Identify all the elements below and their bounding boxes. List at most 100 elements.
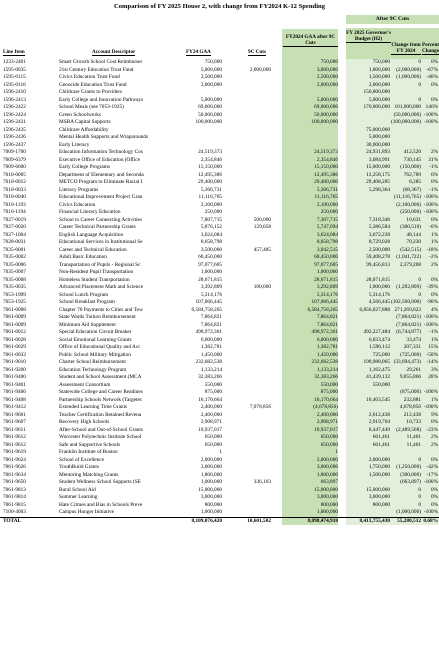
percent-cell: 2% xyxy=(430,441,438,448)
after-9c-cell: 550,000 xyxy=(282,381,338,389)
table-row: 7009-6379 Executive Office of Education (… xyxy=(0,156,439,164)
change-band xyxy=(346,456,439,464)
line-item-cell: 7010-0033 xyxy=(3,186,26,193)
table-row: 7061-0012 Special Education Circuit Break… xyxy=(0,329,439,337)
table-row: 7027-0019 School to Career Connecting Act… xyxy=(0,216,439,224)
governor-cell: 5,298,364 xyxy=(368,186,390,193)
cuts-cell: 129,058 xyxy=(253,224,271,230)
account-cell: Student Wellness School Supports (SE xyxy=(59,479,141,485)
table-row: 7061-9626 YouthBuild Grants 3,000,000 3,000… xyxy=(0,464,439,472)
line-item-cell: 1596-2424 xyxy=(3,111,26,118)
change-cell: (2,100,000) xyxy=(396,201,421,208)
change-cell: (1,041,722) xyxy=(396,254,421,260)
table-row: 7061-0008 Chapter 70 Payments to Cities a… xyxy=(0,306,439,314)
percent-cell: -17% xyxy=(426,471,438,478)
line-item-cell: 7100-4003 xyxy=(3,509,26,515)
line-item-cell: 7053-1909 xyxy=(3,291,26,298)
line-item-cell: 7061-9612 xyxy=(3,441,26,448)
account-cell: Rural School Aid xyxy=(59,486,96,493)
line-item-cell: 7061-0028 xyxy=(3,336,26,343)
after-9c-cell: 69,000,000 xyxy=(282,104,338,112)
percent-cell: 4% xyxy=(430,306,438,313)
governor-cell: 8,729,028 xyxy=(368,239,390,245)
table-row: 7010-0040 Educational Improvement Project… xyxy=(0,194,439,202)
after-9c-cell: 5,314,176 xyxy=(282,291,338,299)
change-cell: (1,000,000) xyxy=(396,509,421,515)
change-band xyxy=(346,156,439,164)
governor-cell: 1,000,000 xyxy=(368,284,390,290)
fy24gaa-cell: 10,937,017 xyxy=(198,426,222,433)
line-item-cell: 7061-0009 xyxy=(3,314,26,320)
after-9c-cell: 1,000,000 xyxy=(282,269,338,277)
change-band xyxy=(346,449,439,457)
account-cell: School Meals (see 7053-1925) xyxy=(59,104,124,110)
governor-cell: 13,258,175 xyxy=(366,171,390,178)
after-9c-cell: 16,170,664 xyxy=(282,396,338,404)
change-cell: 8,285 xyxy=(409,179,421,185)
account-cell: Student and School Assessment (MCA xyxy=(59,374,142,380)
change-cell: (1,292,809) xyxy=(396,284,421,290)
line-item-cell: 1596-2422 xyxy=(3,104,26,110)
change-band xyxy=(346,186,439,194)
cuts-cell: 500,000 xyxy=(253,216,271,223)
change-cell: 0 xyxy=(418,59,421,65)
change-band xyxy=(346,321,439,329)
change-cell: (102,500,000) xyxy=(391,299,421,305)
line-item-cell: 7035-0006 xyxy=(3,261,26,268)
account-cell: Genocide Education Trust Fund xyxy=(59,81,127,88)
change-band xyxy=(346,216,439,224)
governor-cell: 8,413,755,430 xyxy=(359,517,390,524)
line-item-cell: 1595-0115 xyxy=(3,74,26,80)
governor-cell: 492,227,484 xyxy=(363,329,390,335)
percent-cell: -100% xyxy=(423,509,438,515)
change-cell: 10,631 xyxy=(406,216,421,223)
fy24gaa-cell: 69,000,000 xyxy=(198,104,222,110)
fy24gaa-cell: 7,807,715 xyxy=(200,216,222,223)
percent-cell: -67% xyxy=(426,66,438,73)
after-9c-cell: 750,000 xyxy=(282,59,338,67)
fy24gaa-cell: 2,908,971 xyxy=(200,419,222,425)
change-band xyxy=(346,179,439,187)
table-row: 7061-9408 Partnership Schools Network (Ta… xyxy=(0,396,439,404)
change-band xyxy=(346,194,439,202)
line-item-cell: 7035-0001 xyxy=(3,246,26,253)
account-cell: Department of Elementary and Seconda xyxy=(59,171,144,178)
account-cell: Adult Basic Education xyxy=(59,254,107,260)
account-cell: English Language Acquisition xyxy=(59,231,124,238)
table-row: 7061-9406 Statewide College and Career Re… xyxy=(0,389,439,397)
governor-cell: 170,000,000 xyxy=(363,104,390,110)
change-band xyxy=(346,299,439,307)
after-9c-cell xyxy=(282,126,338,134)
table-row: 7061-9612 Safe and Supportive Schools 650,… xyxy=(0,441,439,449)
fy24gaa-cell: 60,450,000 xyxy=(198,254,222,260)
change-cell: 4,678,856 xyxy=(399,404,421,410)
percent-cell: -96% xyxy=(426,299,438,305)
percent-cell: 0% xyxy=(430,501,438,508)
fy24gaa-cell: 650,000 xyxy=(204,434,222,440)
change-band xyxy=(346,66,439,74)
change-cell: 55,280,512 xyxy=(397,517,421,524)
percent-cell: 0% xyxy=(430,276,438,283)
after-9c-cell: 232,682,538 xyxy=(282,359,338,367)
change-band xyxy=(346,201,439,209)
percent-cell: 0% xyxy=(430,216,438,223)
percent-cell: 146% xyxy=(425,104,438,110)
table-row: 7027-0020 Career Technical Partnership Gr… xyxy=(0,224,439,232)
change-band xyxy=(346,389,439,397)
change-cell: (250,000) xyxy=(400,209,421,215)
account-cell: Educational Improvement Project Gran xyxy=(59,194,143,200)
percent-cell: -23% xyxy=(426,426,438,433)
account-cell: Early College Programs xyxy=(59,164,110,170)
line-item-cell: 7061-9010 xyxy=(3,359,26,365)
line-item-cell: 1596-2413 xyxy=(3,96,26,103)
account-cell: Minimum Aid Supplement xyxy=(59,321,116,328)
line-item-cell: 7009-6600 xyxy=(3,164,26,170)
change-band xyxy=(346,231,439,239)
table-row: 1596-2410 Childcare Grants to Providers 15… xyxy=(0,89,439,97)
line-item-cell: 7061-0033 xyxy=(3,351,26,358)
line-item-cell: 7053-1925 xyxy=(3,299,26,305)
line-item-cell: 1596-2410 xyxy=(3,89,26,95)
account-cell: School Lunch Program xyxy=(59,291,109,298)
line-item-cell: 7061-9813 xyxy=(3,486,26,493)
percent-cell: 31% xyxy=(428,156,438,163)
